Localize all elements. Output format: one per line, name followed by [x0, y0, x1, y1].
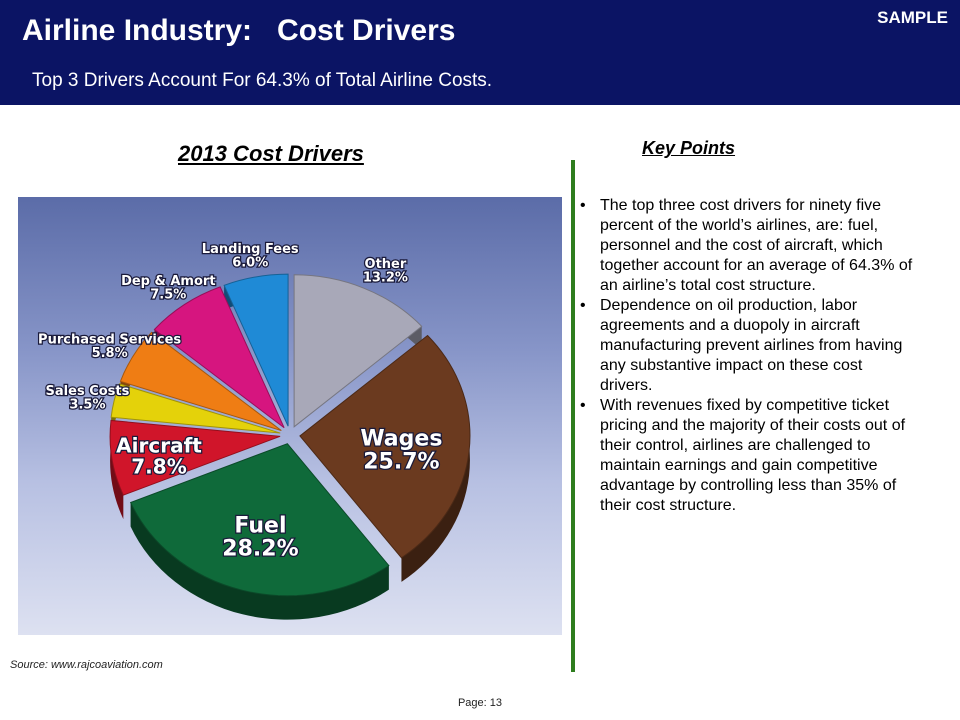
- key-points-title: Key Points: [642, 138, 736, 158]
- pie-chart: Other 13.2% Wages 25.7% Fuel 28.2% Aircraft 7.8…: [18, 197, 562, 635]
- slice-label-landing-fees: Landing Fees 6.0%: [202, 242, 299, 271]
- key-point-text: With revenues fixed by competitive ticke…: [600, 397, 906, 514]
- pie-slice-aircraft: [109, 419, 281, 496]
- slice-value: 5.8%: [92, 346, 128, 361]
- slice-value: 7.5%: [150, 287, 186, 302]
- key-point-text: The top three cost drivers for ninety fi…: [600, 197, 913, 294]
- pie-slice-other: [293, 274, 423, 428]
- slice-name: Aircraft: [116, 433, 202, 457]
- pie-slice-side: [110, 420, 124, 520]
- slice-value: 7.8%: [131, 454, 186, 478]
- slice-name: Landing Fees: [202, 242, 299, 257]
- pie-slice-fuel: [129, 443, 390, 597]
- pie-chart-svg: Other 13.2% Wages 25.7% Fuel 28.2% Aircraft 7.8…: [37, 241, 471, 620]
- source-note: Source: www.rajcoaviation.com: [10, 659, 163, 671]
- slice-value: 6.0%: [232, 256, 268, 271]
- slice-label-wages: Wages 25.7%: [360, 427, 442, 475]
- key-point-text: Dependence on oil production, labor agre…: [600, 297, 903, 394]
- chart-title: 2013 Cost Drivers: [178, 141, 364, 166]
- pie-slice-sales-costs: [110, 383, 281, 434]
- slice-label-sales-costs: Sales Costs 3.5%: [46, 384, 130, 413]
- slice-label-other: Other 13.2%: [363, 257, 408, 286]
- slice-name: Sales Costs: [46, 384, 130, 399]
- pie-slice-dep-amort: [153, 286, 285, 429]
- slice-name: Other: [365, 257, 407, 272]
- bullet-icon: •: [580, 197, 586, 214]
- bullet-icon: •: [580, 297, 586, 314]
- slice-name: Purchased Services: [38, 332, 181, 347]
- slice-label-purchased-services: Purchased Services 5.8%: [38, 332, 181, 361]
- key-point-item: • The top three cost drivers for ninety f…: [580, 196, 915, 296]
- sample-badge: SAMPLE: [877, 8, 948, 27]
- slice-name: Dep & Amort: [121, 274, 215, 289]
- slice-name: Fuel: [234, 514, 286, 539]
- slice-name: Wages: [360, 427, 442, 452]
- slice-label-fuel: Fuel 28.2%: [222, 514, 298, 562]
- slice-value: 25.7%: [363, 450, 439, 475]
- slice-value: 28.2%: [222, 537, 298, 562]
- pie-slice-wages: [299, 334, 471, 559]
- page-subtitle: Top 3 Drivers Account For 64.3% of Total…: [32, 70, 493, 91]
- slice-label-dep-amort: Dep & Amort 7.5%: [121, 274, 215, 303]
- pie-slice-purchased-services: [119, 331, 282, 432]
- page-number: Page: 13: [457, 697, 503, 709]
- slice-label-aircraft: Aircraft 7.8%: [116, 433, 202, 478]
- slice-value: 13.2%: [363, 271, 408, 286]
- pie-slice-landing-fees: [223, 273, 289, 427]
- key-point-item: • With revenues fixed by competitive tick…: [580, 396, 915, 516]
- key-point-item: • Dependence on oil production, labor agr…: [580, 296, 915, 396]
- vertical-divider: [571, 160, 575, 672]
- pie-slice-side: [130, 502, 389, 620]
- header-bar: Airline Industry: Cost Drivers Top 3 Dri…: [0, 0, 960, 105]
- slice-value: 3.5%: [69, 398, 105, 413]
- key-points-list: • The top three cost drivers for ninety f…: [580, 196, 915, 516]
- pie-slice-side: [401, 335, 470, 582]
- page-title: Airline Industry: Cost Drivers: [22, 14, 456, 47]
- bullet-icon: •: [580, 397, 586, 414]
